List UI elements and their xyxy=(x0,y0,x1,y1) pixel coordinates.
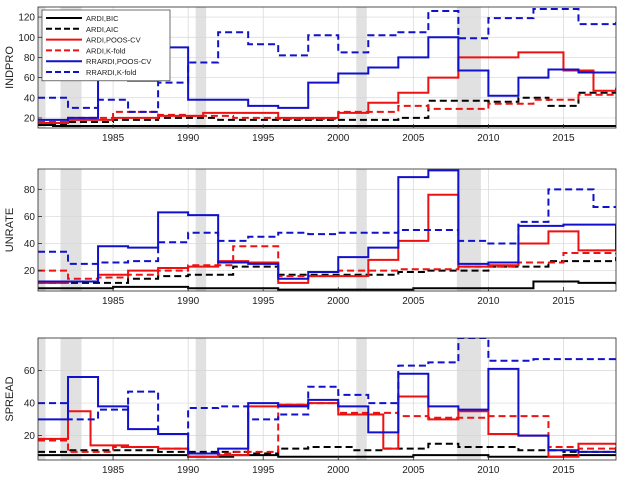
legend-label: ARDI,K-fold xyxy=(86,46,126,55)
series-line-ardi-bic xyxy=(38,454,616,458)
y-axis-label: INDPRO xyxy=(4,46,16,89)
x-tick-label: 1995 xyxy=(252,296,275,307)
series-line-rrardi-poos-cv xyxy=(38,367,616,455)
x-tick-label: 1995 xyxy=(252,133,275,144)
y-tick-label: 120 xyxy=(18,13,35,24)
series-line-ardi-bic xyxy=(38,123,616,127)
recession-band xyxy=(38,169,46,291)
panel-unrate: 1985 1990 1995 2000 2005 2010 2015 20 40 60 80 UNRA… xyxy=(4,168,617,307)
series-line-rrardi-k-fold xyxy=(38,338,616,435)
recession-band xyxy=(456,338,481,460)
x-tick-label: 1990 xyxy=(177,133,200,144)
series-line-ardi-aic xyxy=(38,442,616,455)
series-line-rrardi-k-fold xyxy=(38,8,616,113)
recession-band xyxy=(60,338,82,460)
series-group xyxy=(38,8,616,127)
series-line-ardi-k-fold xyxy=(38,92,616,123)
x-tick-label: 1985 xyxy=(102,296,125,307)
y-tick-label: 40 xyxy=(24,399,36,410)
recession-band xyxy=(195,7,207,128)
x-tick-label: 1995 xyxy=(252,465,275,476)
x-tick-label: 1990 xyxy=(177,296,200,307)
x-tick-label: 2010 xyxy=(477,296,500,307)
x-tick-label: 2015 xyxy=(552,465,575,476)
x-tick-label: 2005 xyxy=(402,133,425,144)
series-line-ardi-poos-cv xyxy=(38,193,616,284)
y-tick-label: 80 xyxy=(24,53,36,64)
panel-spread: 1985 1990 1995 2000 2005 2010 2015 20 40 60 SPREAD xyxy=(4,337,617,476)
y-tick-label: 40 xyxy=(24,239,36,250)
legend-label: RRARDI,POOS-CV xyxy=(86,57,151,66)
x-tick-label: 1985 xyxy=(102,465,125,476)
y-tick-label: 20 xyxy=(24,431,36,442)
legend-label: ARDI,AIC xyxy=(86,25,119,34)
y-tick-label: 80 xyxy=(24,185,36,196)
x-tick-label: 2005 xyxy=(402,296,425,307)
series-line-ardi-aic xyxy=(38,91,616,125)
x-tick-label: 2000 xyxy=(327,465,350,476)
recession-band xyxy=(60,169,82,291)
y-tick-label: 20 xyxy=(24,113,36,124)
plot-frame xyxy=(37,6,617,129)
series-line-ardi-bic xyxy=(38,280,616,291)
recession-band xyxy=(456,169,481,291)
x-tick-label: 2010 xyxy=(477,465,500,476)
series-line-rrardi-poos-cv xyxy=(38,169,616,283)
y-tick-label: 60 xyxy=(24,73,36,84)
recession-band xyxy=(195,169,207,291)
y-tick-label: 100 xyxy=(18,33,35,44)
y-tick-label: 60 xyxy=(24,212,36,223)
x-tick-label: 2010 xyxy=(477,133,500,144)
x-tick-label: 1990 xyxy=(177,465,200,476)
recession-band xyxy=(356,7,367,128)
x-tick-label: 2015 xyxy=(552,296,575,307)
series-line-rrardi-k-fold xyxy=(38,188,616,265)
series-line-ardi-poos-cv xyxy=(38,51,616,124)
legend-label: RRARDI,K-fold xyxy=(86,68,136,77)
y-axis-label: UNRATE xyxy=(4,208,16,252)
recession-band xyxy=(456,7,481,128)
legend-label: ARDI,BIC xyxy=(86,14,119,23)
y-tick-label: 20 xyxy=(24,266,36,277)
recession-band xyxy=(356,338,367,460)
series-group xyxy=(38,169,616,291)
plot-frame xyxy=(37,168,617,292)
x-tick-label: 2000 xyxy=(327,133,350,144)
y-tick-label: 40 xyxy=(24,93,36,104)
x-tick-label: 2000 xyxy=(327,296,350,307)
series-line-ardi-aic xyxy=(38,257,616,284)
x-tick-label: 2015 xyxy=(552,133,575,144)
legend-box xyxy=(41,9,171,82)
x-tick-label: 1985 xyxy=(102,133,125,144)
recession-band xyxy=(195,338,207,460)
recession-band xyxy=(356,169,367,291)
panel-indpro: 1985 1990 1995 2000 2005 2010 2015 20 40 60 80 100 1… xyxy=(4,6,617,144)
y-axis-label: SPREAD xyxy=(4,376,16,421)
y-tick-label: 60 xyxy=(24,366,36,377)
plot-frame xyxy=(37,337,617,461)
recession-band xyxy=(38,338,46,460)
x-tick-label: 2005 xyxy=(402,465,425,476)
legend-label: ARDI,POOS-CV xyxy=(86,36,141,45)
series-group xyxy=(38,338,616,458)
